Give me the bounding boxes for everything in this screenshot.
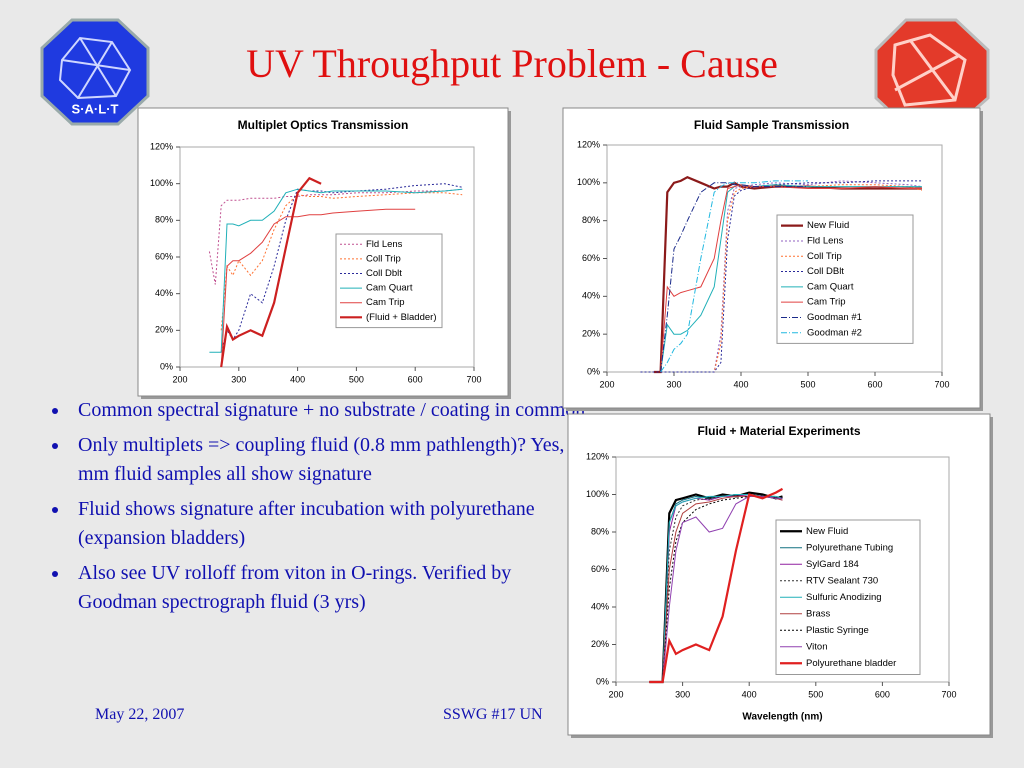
legend-label: Polyurethane Tubing bbox=[806, 542, 893, 553]
legend-label: Coll DBlt bbox=[807, 266, 844, 277]
legend-label: Sulfuric Anodizing bbox=[806, 592, 882, 603]
x-tick-label: 700 bbox=[466, 374, 481, 384]
y-tick-label: 80% bbox=[582, 215, 600, 225]
legend-label: Cam Quart bbox=[366, 283, 413, 294]
legend bbox=[335, 233, 443, 329]
y-tick-label: 0% bbox=[160, 361, 173, 371]
series-line bbox=[649, 487, 784, 684]
legend-label: Cam Trip bbox=[366, 297, 405, 308]
legend-label: Viton bbox=[806, 641, 827, 652]
series-line bbox=[660, 182, 808, 373]
y-tick-label: 60% bbox=[582, 253, 600, 263]
legend-label: Goodman #2 bbox=[807, 327, 862, 338]
chart: Multiplet Optics Transmission 0% 20% 40% 60%… bbox=[137, 107, 511, 399]
x-tick-label: 400 bbox=[733, 379, 748, 389]
chart: Fluid Sample Transmission 0% 20% 40% 60% 80% 1… bbox=[562, 107, 983, 411]
x-tick-label: 200 bbox=[599, 379, 614, 389]
x-tick-label: 200 bbox=[172, 374, 187, 384]
y-tick-label: 120% bbox=[577, 139, 600, 149]
x-tick-label: 600 bbox=[867, 379, 882, 389]
x-tick-label: 700 bbox=[934, 379, 949, 389]
y-tick-label: 60% bbox=[591, 564, 609, 574]
series-line bbox=[660, 184, 922, 373]
x-tick-label: 400 bbox=[742, 689, 757, 699]
y-tick-label: 60% bbox=[155, 251, 173, 261]
x-tick-label: 300 bbox=[231, 374, 246, 384]
y-tick-label: 0% bbox=[587, 366, 600, 376]
series-line bbox=[208, 188, 463, 285]
y-tick-label: 120% bbox=[586, 451, 609, 461]
series-line bbox=[220, 208, 416, 368]
bullet: Fluid shows signature after incubation w… bbox=[70, 495, 590, 553]
y-tick-label: 40% bbox=[582, 291, 600, 301]
x-tick-label: 500 bbox=[800, 379, 815, 389]
bullet: Also see UV rolloff from viton in O-ring… bbox=[70, 559, 590, 617]
series-line bbox=[640, 184, 923, 373]
legend-label: Fld Lens bbox=[366, 239, 403, 250]
x-tick-label: 400 bbox=[290, 374, 305, 384]
series-line bbox=[660, 184, 922, 373]
y-tick-label: 20% bbox=[582, 329, 600, 339]
legend-label: Goodman #1 bbox=[807, 312, 862, 323]
bullet: Only multiplets => coupling fluid (0.8 m… bbox=[70, 431, 590, 489]
legend-label: Coll Trip bbox=[366, 253, 401, 264]
y-tick-label: 80% bbox=[591, 526, 609, 536]
legend bbox=[776, 214, 914, 344]
series-line bbox=[649, 495, 783, 683]
y-tick-label: 40% bbox=[591, 601, 609, 611]
footer-date: May 22, 2007 bbox=[95, 706, 185, 723]
y-tick-label: 100% bbox=[150, 178, 173, 188]
y-tick-label: 20% bbox=[591, 639, 609, 649]
series-line bbox=[209, 188, 463, 353]
legend-label: New Fluid bbox=[807, 220, 849, 231]
y-tick-label: 80% bbox=[155, 215, 173, 225]
legend-label: Cam Quart bbox=[807, 281, 854, 292]
chart: Fluid + Material Experiments 0% 20% 40% 60% 8… bbox=[567, 413, 993, 738]
y-tick-label: 20% bbox=[155, 325, 173, 335]
x-tick-label: 600 bbox=[408, 374, 423, 384]
chart-title: Fluid + Material Experiments bbox=[697, 424, 860, 438]
legend-label: Brass bbox=[806, 608, 831, 619]
series-line bbox=[640, 180, 922, 373]
x-axis-label: Wavelength (nm) bbox=[742, 712, 822, 723]
y-tick-label: 120% bbox=[150, 141, 173, 151]
x-tick-label: 200 bbox=[608, 689, 623, 699]
legend-label: Polyurethane bladder bbox=[806, 658, 896, 669]
chart-title: Fluid Sample Transmission bbox=[694, 118, 849, 132]
slide-title: UV Throughput Problem - Cause bbox=[246, 41, 778, 86]
series-line bbox=[640, 180, 922, 373]
legend-label: Fld Lens bbox=[807, 235, 844, 246]
x-tick-label: 700 bbox=[941, 689, 956, 699]
chart-frame bbox=[137, 107, 509, 397]
footer-event: SSWG #17 UN bbox=[443, 706, 543, 723]
x-tick-label: 300 bbox=[675, 689, 690, 699]
legend-label: Coll Dblt bbox=[366, 268, 402, 279]
x-tick-label: 500 bbox=[349, 374, 364, 384]
bullet-list: Common spectral signature + no substrate… bbox=[30, 396, 590, 623]
legend-label: Coll Trip bbox=[807, 251, 842, 262]
series-line bbox=[660, 180, 808, 373]
logo-text: S·A·L·T bbox=[72, 101, 119, 116]
bullet: Common spectral signature + no substrate… bbox=[70, 396, 590, 425]
series-line bbox=[220, 176, 322, 368]
chart-title: Multiplet Optics Transmission bbox=[238, 118, 409, 132]
chart-frame bbox=[562, 107, 981, 409]
x-tick-label: 500 bbox=[808, 689, 823, 699]
y-tick-label: 40% bbox=[155, 288, 173, 298]
x-tick-label: 600 bbox=[875, 689, 890, 699]
y-tick-label: 0% bbox=[596, 676, 609, 686]
legend-label: SylGard 184 bbox=[806, 559, 859, 570]
legend-label: New Fluid bbox=[806, 526, 848, 537]
legend-label: Cam Trip bbox=[807, 297, 846, 308]
legend-label: RTV Sealant 730 bbox=[806, 575, 878, 586]
legend-label: (Fluid + Bladder) bbox=[366, 312, 437, 323]
y-tick-label: 100% bbox=[586, 489, 609, 499]
legend-label: Plastic Syringe bbox=[806, 625, 869, 636]
x-tick-label: 300 bbox=[666, 379, 681, 389]
logo-left: S·A·L·T bbox=[40, 18, 150, 126]
y-tick-label: 100% bbox=[577, 177, 600, 187]
